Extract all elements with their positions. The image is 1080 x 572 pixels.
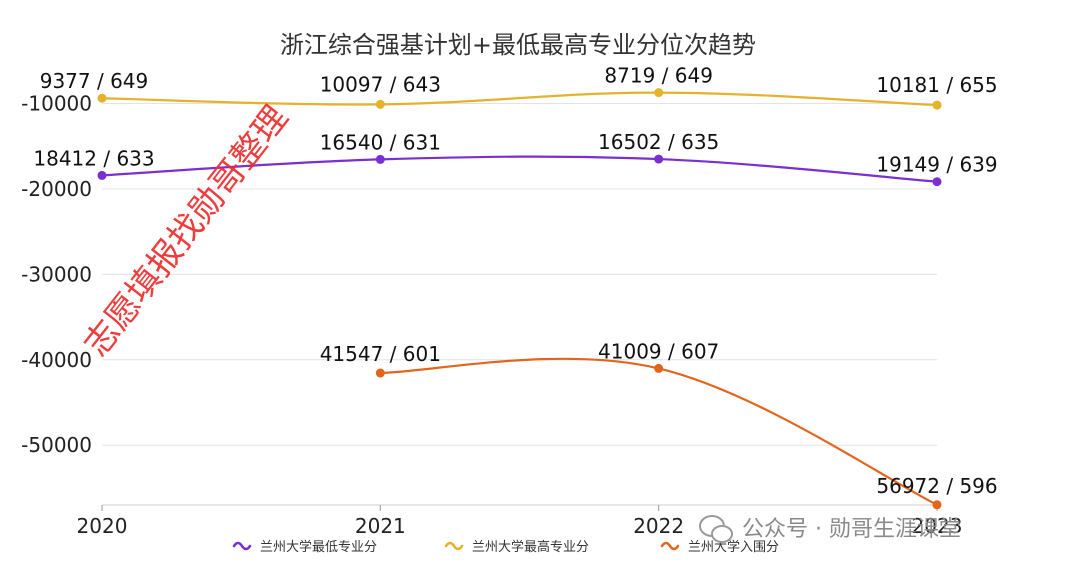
y-tick-label: -50000 bbox=[21, 433, 92, 457]
data-label: 41547 / 601 bbox=[320, 342, 441, 366]
data-point[interactable] bbox=[375, 99, 385, 109]
legend-label: 兰州大学最低专业分 bbox=[260, 539, 377, 555]
legend-swatch-icon bbox=[232, 541, 252, 551]
data-point[interactable] bbox=[932, 100, 942, 110]
legend-label: 兰州大学入围分 bbox=[688, 539, 779, 555]
y-tick-label: -30000 bbox=[21, 262, 92, 286]
data-label: 10181 / 655 bbox=[876, 73, 997, 97]
data-label: 56972 / 596 bbox=[876, 474, 997, 498]
data-label: 9377 / 649 bbox=[40, 69, 149, 93]
data-point[interactable] bbox=[932, 177, 942, 187]
x-tick-label: 2023 bbox=[912, 514, 963, 538]
source-badge: 公众号 · 勋哥生涯课堂 bbox=[699, 515, 961, 543]
data-label: 18412 / 633 bbox=[33, 146, 154, 170]
legend-item-1[interactable]: 兰州大学最低专业分 bbox=[232, 539, 377, 555]
data-point[interactable] bbox=[932, 500, 942, 510]
data-labels: 18412 / 633 16540 / 631 16502 / 635 19149 /… bbox=[33, 64, 997, 498]
source-badge-text: 公众号 · 勋哥生涯课堂 bbox=[742, 517, 961, 542]
y-tick-label: -10000 bbox=[21, 92, 92, 116]
data-label: 10097 / 643 bbox=[320, 72, 441, 96]
legend-item-3[interactable]: 兰州大学入围分 bbox=[660, 539, 779, 555]
series-layer bbox=[97, 88, 942, 510]
y-axis: -10000 -20000 -30000 -40000 -50000 bbox=[21, 92, 92, 458]
data-point[interactable] bbox=[97, 170, 107, 180]
chart-title: 浙江综合强基计划+最低最高专业分位次趋势 bbox=[280, 31, 756, 59]
legend[interactable]: 兰州大学最低专业分 兰州大学最高专业分 兰州大学入围分 bbox=[232, 539, 779, 555]
series-line-1 bbox=[101, 155, 938, 183]
data-point[interactable] bbox=[97, 93, 107, 103]
data-label: 41009 / 607 bbox=[598, 339, 719, 363]
y-tick-label: -20000 bbox=[21, 177, 92, 201]
watermark-text: 志愿填报找勋哥整理 bbox=[76, 98, 296, 364]
series-line-2 bbox=[101, 91, 938, 107]
data-point[interactable] bbox=[654, 154, 664, 164]
data-point[interactable] bbox=[375, 368, 385, 378]
wechat-icon bbox=[699, 515, 733, 543]
data-label: 19149 / 639 bbox=[876, 153, 997, 177]
x-axis: 2020 2021 2022 2023 bbox=[77, 505, 963, 538]
x-tick-label: 2021 bbox=[355, 514, 406, 538]
data-point[interactable] bbox=[375, 154, 385, 164]
grid-lines bbox=[102, 103, 937, 506]
data-label: 16540 / 631 bbox=[320, 130, 441, 154]
legend-item-2[interactable]: 兰州大学最高专业分 bbox=[444, 539, 589, 555]
data-label: 16502 / 635 bbox=[598, 130, 719, 154]
data-label: 8719 / 649 bbox=[604, 64, 713, 88]
legend-swatch-icon bbox=[444, 541, 464, 551]
data-point[interactable] bbox=[654, 363, 664, 373]
x-tick-label: 2020 bbox=[77, 514, 128, 538]
legend-swatch-icon bbox=[660, 541, 680, 551]
x-tick-label: 2022 bbox=[633, 514, 684, 538]
y-tick-label: -40000 bbox=[21, 348, 92, 372]
series-line-3 bbox=[380, 357, 938, 506]
legend-label: 兰州大学最高专业分 bbox=[472, 539, 589, 555]
data-point[interactable] bbox=[654, 88, 664, 98]
